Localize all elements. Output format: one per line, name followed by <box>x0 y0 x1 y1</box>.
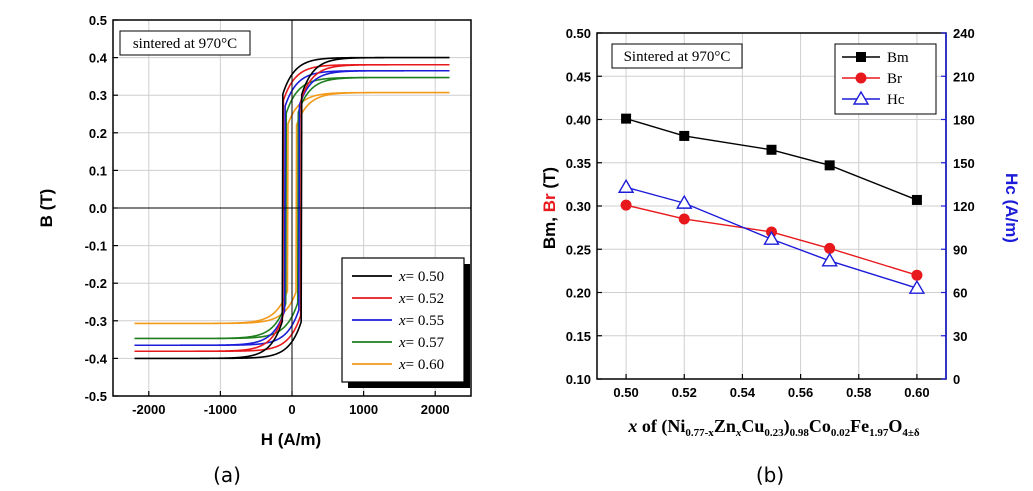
panel-a-annotation-box: sintered at 970°C <box>119 30 251 56</box>
panel-b-x-tick-label: 0.58 <box>846 385 871 400</box>
panel-b-y-tick-label: 0.50 <box>566 26 591 41</box>
panel-b-y2-tick-label: 210 <box>953 69 975 84</box>
panel-b-point-bm <box>824 160 835 171</box>
panel-b-x-tick-label: 0.54 <box>730 385 756 400</box>
panel-b-series-line-bm <box>625 117 918 201</box>
panel-a-legend-entry: x= 0.52 <box>398 291 444 307</box>
panel-a-annotation: sintered at 970°C <box>133 36 237 52</box>
panel-a-x-tick-label: -2000 <box>132 402 165 417</box>
panel-b-x-axis-title: x of (Ni0.77-xZnxCu0.23)0.98Co0.02Fe1.97… <box>627 416 920 439</box>
panel-b-y2-tick-label: 180 <box>953 113 975 128</box>
panel-b-legend-marker <box>856 52 866 62</box>
panel-b-x-tick-label: 0.56 <box>788 385 813 400</box>
panel-b-caption: (b) <box>756 463 784 487</box>
panel-a-loop-series <box>134 69 450 347</box>
panel-b-y2-tick-label: 150 <box>953 156 975 171</box>
panel-a-y-axis-title: B (T) <box>37 189 56 228</box>
panel-b-point-hc <box>821 252 838 267</box>
panel-b-y-tick-label: 0.25 <box>566 242 591 257</box>
panel-b-point-bm <box>766 144 777 155</box>
panel-b-y-tick-label: 0.40 <box>566 113 591 128</box>
panel-b-y-tick-label: 0.35 <box>566 156 591 171</box>
panel-b-point-br <box>678 213 690 225</box>
panel-a-x-axis-title: H (A/m) <box>261 430 321 449</box>
panel-b-y-tick-label: 0.10 <box>566 372 591 387</box>
panel-a-y-tick-label: 0.1 <box>89 163 107 178</box>
panel-a-legend-entry: x= 0.50 <box>398 269 444 285</box>
panel-a-y-tick-label: -0.5 <box>85 389 107 404</box>
panel-a-y-tick-label: -0.2 <box>85 276 107 291</box>
panel-a-y-tick-label: 0.0 <box>89 201 107 216</box>
panel-a-loop-series <box>134 56 450 360</box>
panel-a-y-tick-label: 0.3 <box>89 88 107 103</box>
panel-b-x-tick-label: 0.50 <box>613 385 638 400</box>
panel-a-y-tick-label: 0.4 <box>89 51 108 66</box>
panel-a-x-tick-label: -1000 <box>204 402 237 417</box>
panel-b-legend-label: Bm <box>887 50 909 66</box>
panel-b-y-tick-label: 0.15 <box>566 329 591 344</box>
panel-b-y-tick-label: 0.30 <box>566 199 591 214</box>
panel-a-y-tick-label: 0.2 <box>89 126 107 141</box>
panel-a-y-tick-label: 0.5 <box>89 13 107 28</box>
panel-b-y2-tick-label: 240 <box>953 26 975 41</box>
panel-b-y-tick-label: 0.20 <box>566 286 591 301</box>
panel-b-point-bm <box>621 113 632 124</box>
panel-a-legend-entry: x= 0.60 <box>398 357 444 373</box>
panel-b-legend: Bm Br Hc <box>834 43 937 115</box>
panel-b-series <box>617 113 926 294</box>
panel-a-loop-series <box>134 63 450 353</box>
panel-a-legend-entry: x= 0.57 <box>398 335 445 351</box>
panel-a-y-tick-label: -0.3 <box>85 314 107 329</box>
panel-b-property-chart: 0.50 0.52 0.54 0.56 0.58 0.60 0.10 0.15 0.20 0.25… <box>540 26 1021 487</box>
panel-a-y-tick-label: -0.1 <box>85 239 107 254</box>
panel-a-x-tick-label: 0 <box>288 402 295 417</box>
panel-b-point-br <box>620 199 632 211</box>
panel-b-point-bm <box>911 194 922 205</box>
panel-b-left-axis-title: Bm, Br (T) <box>540 167 559 249</box>
panel-a-zero-axes <box>113 20 471 396</box>
panel-b-point-hc <box>676 194 693 209</box>
panel-b-legend-label: Hc <box>887 92 905 108</box>
panel-a-legend-entry: x= 0.55 <box>398 313 444 329</box>
panel-b-point-br <box>911 269 923 281</box>
panel-b-legend-marker <box>852 90 870 105</box>
panel-b-y2-tick-label: 120 <box>953 199 975 214</box>
panel-b-x-tick-label: 0.60 <box>904 385 929 400</box>
panel-b-point-br <box>824 242 836 254</box>
panel-b-point-hc <box>763 230 780 245</box>
panel-a-loop-series <box>134 91 450 325</box>
panel-b-point-hc <box>617 178 635 193</box>
panel-a-ticks: -2000 -1000 0 1000 2000 -0.5 -0.4 -0.3 -0.2 -0.1 0… <box>85 13 450 417</box>
panel-a-loop-series <box>134 76 450 340</box>
panel-b-right-axis-title: Hc (A/m) <box>1002 173 1021 243</box>
panel-a-caption: (a) <box>213 463 241 487</box>
panel-a-curves <box>134 56 450 360</box>
panel-a-hysteresis-chart: -2000 -1000 0 1000 2000 -0.5 -0.4 -0.3 -0.2 -0.1 0… <box>37 13 472 487</box>
panel-b-point-bm <box>679 130 690 141</box>
panel-a-x-tick-label: 1000 <box>349 402 378 417</box>
panel-a-legend: x= 0.50 x= 0.52 x= 0.55 x= 0.57 x= 0.60 <box>341 257 470 388</box>
panel-b-point-hc <box>908 279 926 294</box>
panel-b-annotation: Sintered at 970°C <box>624 49 731 65</box>
panel-a-x-tick-label: 2000 <box>421 402 450 417</box>
panel-a-y-tick-label: -0.4 <box>85 351 108 366</box>
panel-b-y2-tick-label: 0 <box>953 372 960 387</box>
panel-b-ticks: 0.50 0.52 0.54 0.56 0.58 0.60 0.10 0.15 0.20 0.25… <box>566 26 975 400</box>
panel-b-annotation-box: Sintered at 970°C <box>611 43 743 69</box>
panel-b-y-tick-label: 0.45 <box>566 69 591 84</box>
panel-b-y2-tick-label: 90 <box>953 242 967 257</box>
panel-b-y2-tick-label: 60 <box>953 286 967 301</box>
panel-b-legend-label: Br <box>887 71 902 87</box>
panel-b-x-tick-label: 0.52 <box>672 385 697 400</box>
panel-b-legend-marker <box>855 72 867 84</box>
panel-b-y2-tick-label: 30 <box>953 329 967 344</box>
